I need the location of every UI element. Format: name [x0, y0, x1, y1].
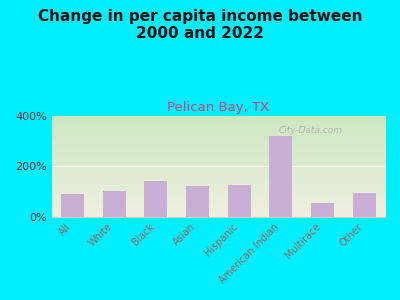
Bar [353, 193, 376, 217]
Bar [186, 186, 209, 217]
Text: City-Data.com: City-Data.com [278, 126, 342, 135]
Bar [311, 203, 334, 217]
Bar [61, 194, 84, 217]
Title: Pelican Bay, TX: Pelican Bay, TX [167, 101, 270, 114]
Bar [144, 181, 167, 217]
Bar [103, 191, 126, 217]
Text: Change in per capita income between
2000 and 2022: Change in per capita income between 2000… [38, 9, 362, 41]
Bar [269, 136, 292, 217]
Bar [228, 185, 251, 217]
